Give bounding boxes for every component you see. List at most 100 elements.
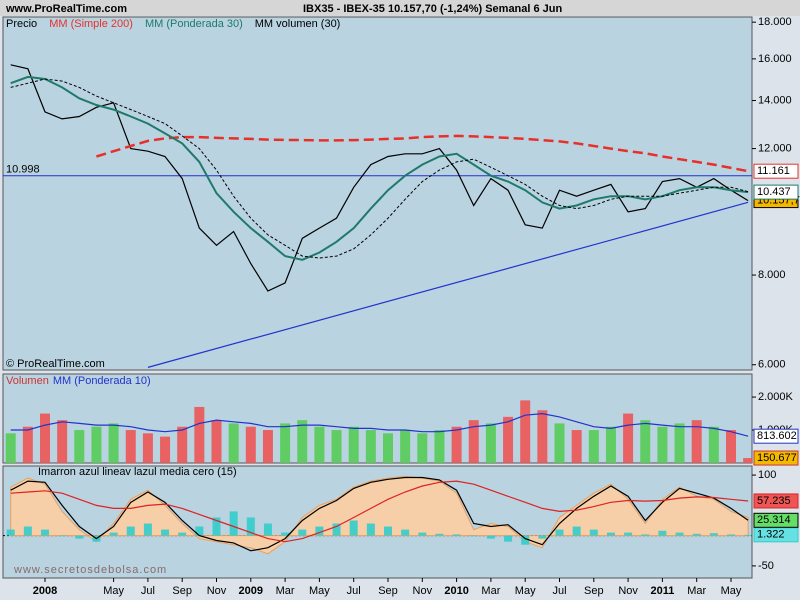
series-line (10, 476, 749, 552)
bar (57, 420, 68, 463)
bar (383, 433, 393, 463)
bar (452, 534, 461, 536)
bar (245, 426, 256, 463)
series-line (96, 134, 749, 173)
bar (418, 532, 427, 536)
bar (366, 523, 375, 536)
bar (640, 420, 651, 463)
bar (658, 530, 667, 536)
x-tick-label: Jul (141, 585, 155, 597)
bar (744, 534, 752, 536)
bar (178, 532, 187, 536)
value-label-box (753, 527, 799, 543)
legend-entry: MM (Ponderada 30) (145, 18, 243, 30)
x-tick-label: May (103, 585, 124, 597)
x-tick-label: 2009 (239, 585, 263, 597)
bar (91, 426, 102, 463)
panel-bg (2, 16, 753, 371)
bar (708, 426, 719, 463)
bar (297, 420, 308, 463)
legend-entry: Volumen (6, 375, 49, 387)
bar (434, 430, 445, 463)
bar (246, 517, 255, 536)
bar (23, 526, 32, 536)
bar (58, 535, 67, 537)
value-label: 25.314 (757, 514, 791, 526)
bar (365, 430, 376, 463)
series-line (10, 78, 749, 259)
watermark: © ProRealTime.com (6, 358, 105, 370)
bar (348, 426, 359, 463)
bar (606, 532, 615, 536)
bar (281, 532, 290, 536)
bar (675, 532, 684, 536)
bar (417, 433, 428, 463)
bar (126, 526, 135, 536)
bar (451, 426, 462, 463)
bar (571, 430, 582, 463)
y-tick-label: 18.000 (758, 16, 792, 28)
bar (177, 426, 188, 463)
plot (5, 400, 752, 463)
bar (727, 534, 735, 536)
value-label-box (753, 184, 799, 200)
bar (401, 529, 410, 536)
bar (469, 535, 478, 537)
bar (468, 420, 479, 463)
bar (504, 535, 513, 542)
value-label: 11.161 (757, 165, 790, 177)
series-line (10, 75, 749, 261)
bar (6, 529, 15, 536)
x-tick-label: May (515, 585, 536, 597)
value-label: 1.322 (757, 529, 785, 541)
value-label-box (753, 428, 799, 444)
x-tick-label: Sep (378, 585, 398, 597)
legend-entry: MM (Ponderada 10) (53, 375, 151, 387)
site-watermark: www.secretosdebolsa.com (13, 564, 167, 576)
plot (3, 64, 752, 368)
value-label-box (753, 493, 799, 509)
value-label: 150.677 (757, 452, 797, 464)
bar (589, 529, 598, 536)
bar (160, 436, 171, 463)
x-tick-label: Mar (481, 585, 500, 597)
bar (194, 406, 205, 463)
bar (384, 526, 392, 536)
value-label-box (753, 450, 799, 466)
y-tick-label: 16.000 (758, 53, 792, 65)
bar (212, 517, 221, 536)
bar (109, 532, 118, 536)
bar (623, 413, 634, 463)
x-tick-label: Nov (207, 585, 227, 597)
area (10, 475, 749, 555)
bar (211, 420, 222, 463)
plot (3, 475, 752, 555)
bar (641, 534, 650, 536)
bar (537, 410, 548, 463)
x-tick-label: Mar (687, 585, 706, 597)
value-label-box (753, 163, 799, 179)
bar (435, 533, 444, 536)
bar (41, 529, 49, 536)
bar (142, 433, 153, 463)
x-tick-label: Jul (552, 585, 566, 597)
bar (692, 533, 701, 536)
bar (108, 423, 119, 463)
x-tick-label: 2011 (650, 585, 674, 597)
bar (588, 430, 599, 463)
bar (486, 535, 495, 539)
y-tick-label: 12.000 (758, 143, 792, 155)
legend-entry: Imarron azul lineav lazul media cero (15… (38, 466, 237, 478)
y-tick-label: 2.000K (758, 391, 794, 403)
bar (315, 526, 324, 536)
series-line (10, 64, 749, 292)
horizontal-line-label: 10.998 (6, 164, 40, 176)
bar (161, 529, 170, 536)
header-bar (0, 0, 800, 16)
bar (726, 430, 736, 463)
bar (263, 523, 272, 536)
x-tick-label: Sep (172, 585, 192, 597)
bar (228, 423, 239, 463)
chart-title: IBX35 - IBEX-35 10.157,70 (-1,24%) Seman… (303, 3, 563, 15)
